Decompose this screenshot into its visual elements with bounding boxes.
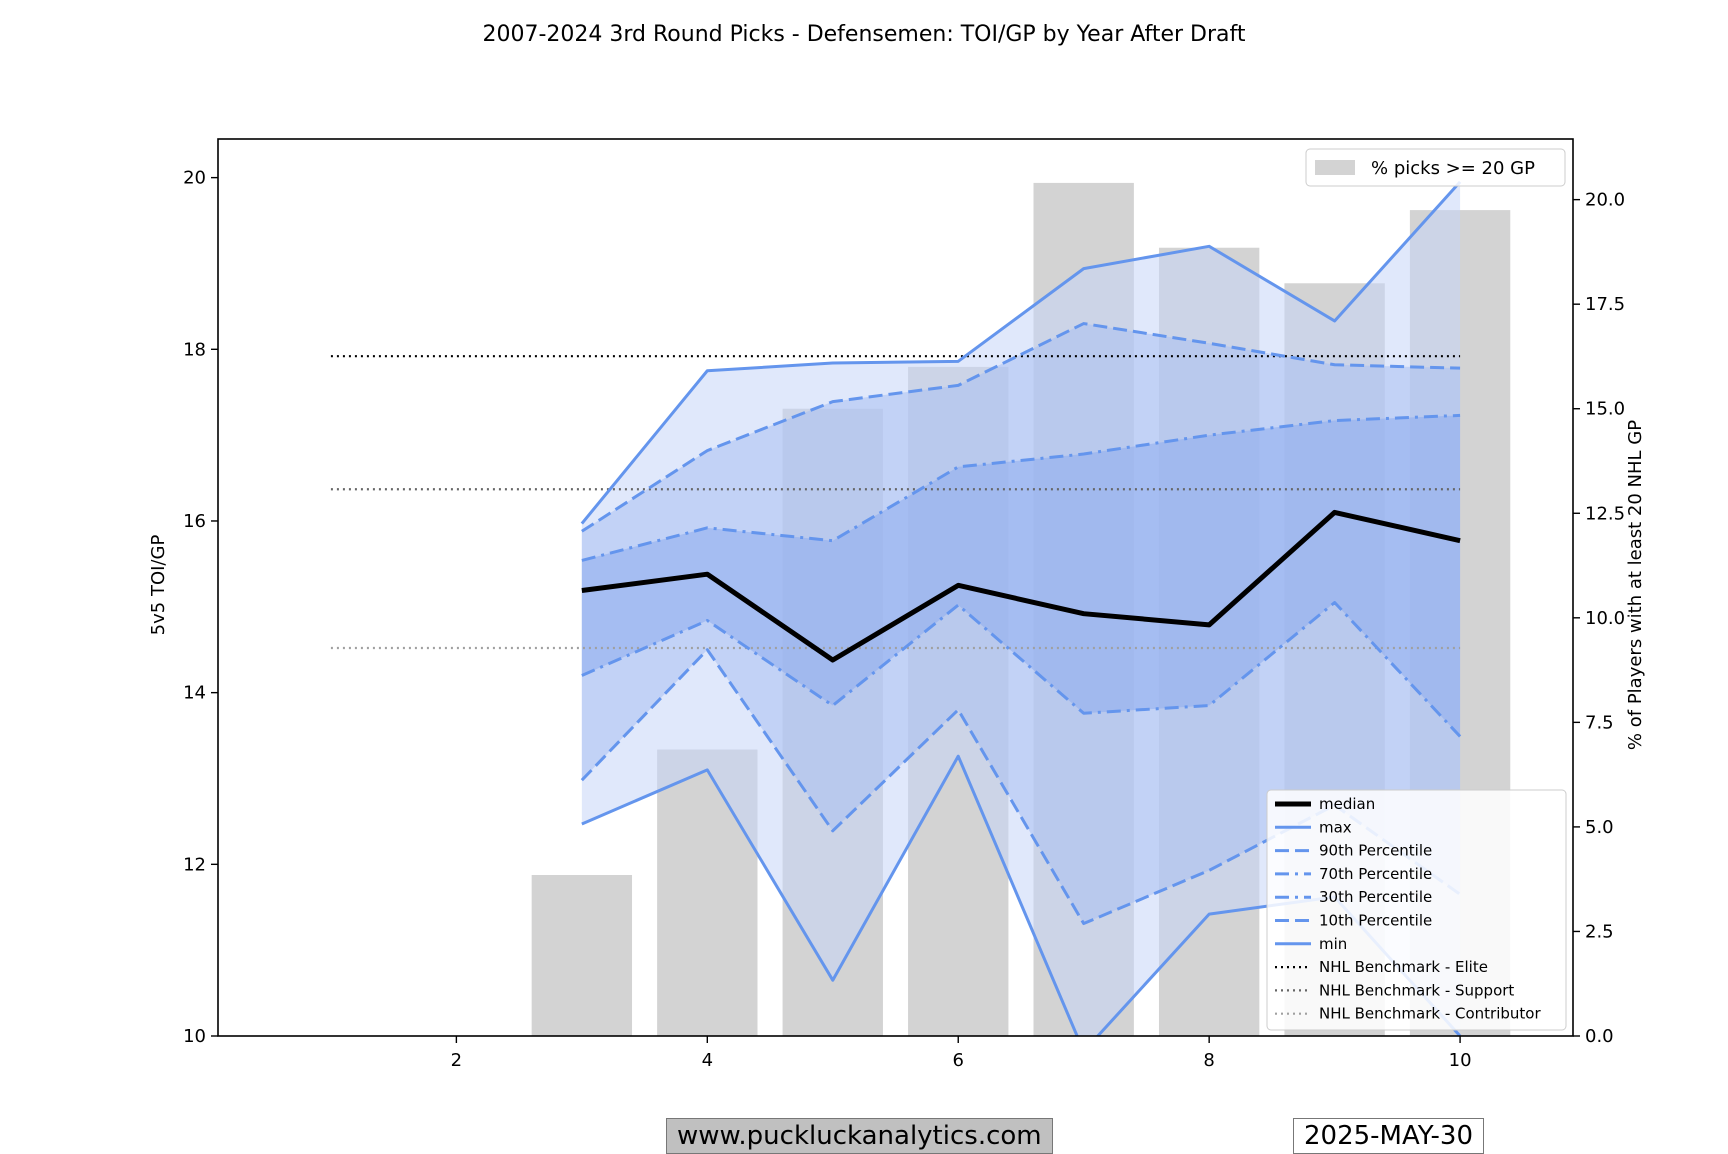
legend-line-label: min xyxy=(1319,935,1347,953)
y-tick-label: 18 xyxy=(183,339,206,360)
legend-line-label: 30th Percentile xyxy=(1319,888,1432,906)
line-legend: median max 90th Percentile 70th Percentile 3… xyxy=(1266,789,1567,1031)
legend-line-label: 90th Percentile xyxy=(1319,842,1432,860)
date-stamp: 2025-MAY-30 xyxy=(1293,1118,1485,1154)
legend-line-label: 70th Percentile xyxy=(1319,865,1432,883)
legend-line-label: median xyxy=(1319,795,1375,813)
benchmark-lines xyxy=(330,355,1461,650)
y-axis-label: 5v5 TOI/GP xyxy=(148,535,169,636)
bar-year-3 xyxy=(531,875,633,1036)
series-line-median xyxy=(581,509,1461,663)
y2-tick-label: 12.5 xyxy=(1585,503,1625,524)
line-legend-box xyxy=(1266,789,1567,1031)
legend-line-label: max xyxy=(1319,818,1352,836)
series-lines xyxy=(580,180,1462,1036)
y2-tick-label: 17.5 xyxy=(1585,294,1625,315)
y-tick-label: 16 xyxy=(183,511,206,532)
series-line-max xyxy=(580,180,1462,525)
website-label: www.puckluckanalytics.com xyxy=(666,1118,1053,1154)
y2-tick-label: 2.5 xyxy=(1585,921,1614,942)
band-30-70 xyxy=(581,415,1461,737)
bar-legend-label: % picks >= 20 GP xyxy=(1371,158,1535,179)
x-tick-label: 10 xyxy=(1449,1050,1472,1071)
x-tick-label: 6 xyxy=(953,1050,964,1071)
y-tick-label: 14 xyxy=(183,683,206,704)
x-tick-label: 2 xyxy=(451,1050,462,1071)
axes: 2 4 6 8 10 10 12 14 16 18 20 0.0 2.5 5.0 7.5 10.0 12.5 15… xyxy=(183,138,1625,1071)
legend-line-label: 10th Percentile xyxy=(1319,912,1432,930)
bar-legend-swatch xyxy=(1315,160,1355,175)
percentile-bands xyxy=(581,181,1461,1036)
y2-tick-label: 7.5 xyxy=(1585,712,1614,733)
y2-tick-label: 10.0 xyxy=(1585,608,1625,629)
y2-tick-label: 0.0 xyxy=(1585,1026,1614,1047)
y2-tick-label: 15.0 xyxy=(1585,399,1625,420)
legend-line-label: NHL Benchmark - Support xyxy=(1319,981,1514,999)
y2-axis-label: % of Players with at least 20 NHL GP xyxy=(1625,420,1646,750)
chart-title: 2007-2024 3rd Round Picks - Defensemen: … xyxy=(482,22,1245,47)
series-line-70th-percentile xyxy=(581,413,1461,562)
y2-tick-label: 20.0 xyxy=(1585,190,1625,211)
bar-legend-box xyxy=(1305,148,1566,187)
y-tick-label: 12 xyxy=(183,854,206,875)
y-tick-label: 20 xyxy=(183,168,206,189)
y-tick-label: 10 xyxy=(183,1026,206,1047)
series-line-90th-percentile xyxy=(581,322,1461,533)
x-tick-label: 4 xyxy=(702,1050,713,1071)
bar-legend: % picks >= 20 GP xyxy=(1305,148,1566,187)
plot-frame xyxy=(217,138,1574,1037)
x-tick-label: 8 xyxy=(1203,1050,1214,1071)
series-line-30th-percentile xyxy=(581,601,1462,738)
legend-line-label: NHL Benchmark - Elite xyxy=(1319,958,1488,976)
y2-tick-label: 5.0 xyxy=(1585,817,1614,838)
legend-line-label: NHL Benchmark - Contributor xyxy=(1319,1005,1541,1023)
